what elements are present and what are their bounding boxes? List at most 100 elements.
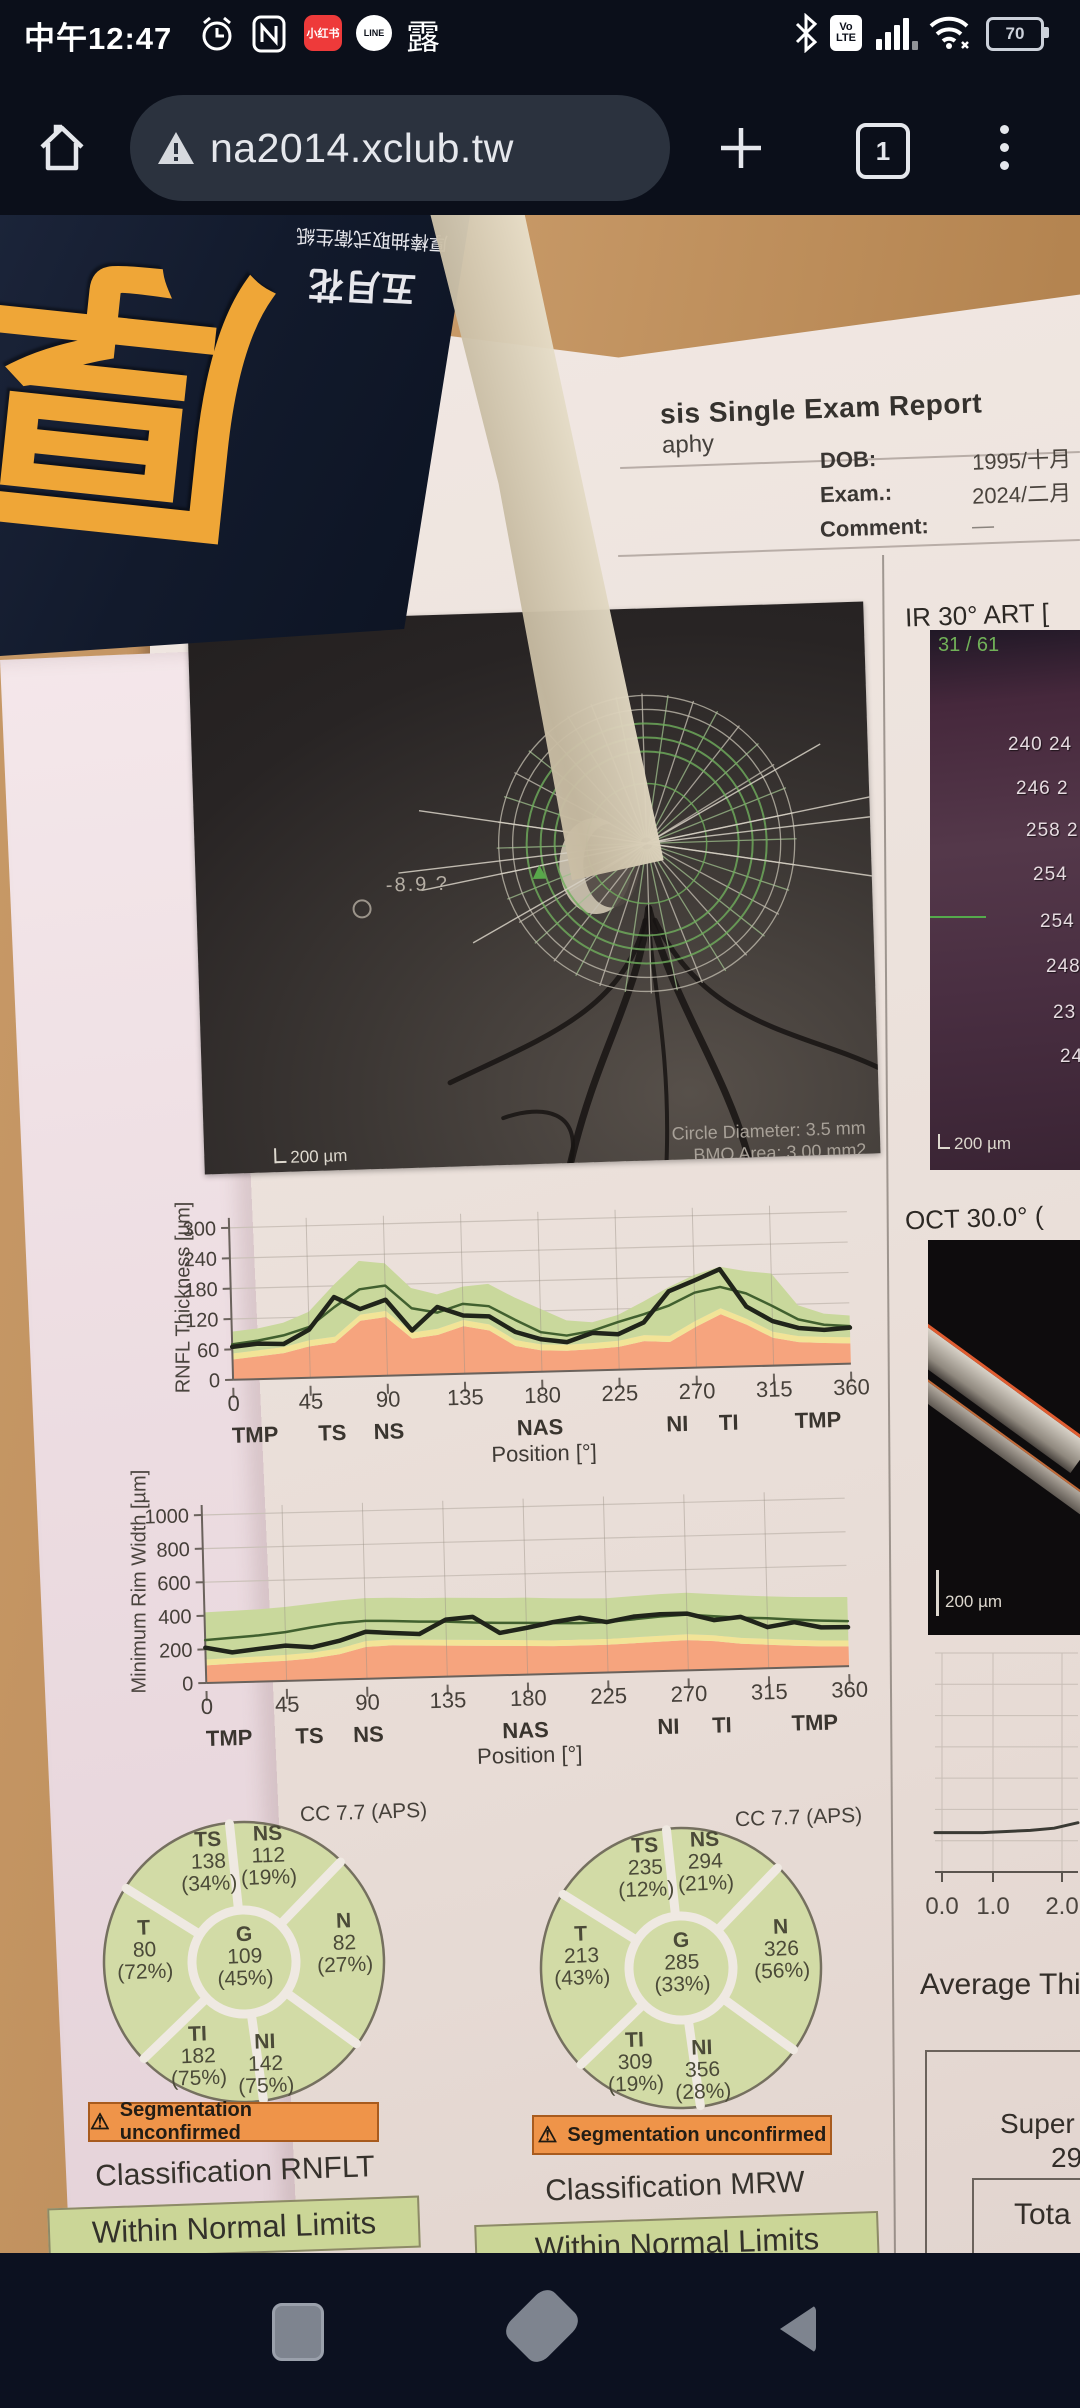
- svg-text:240: 240: [183, 1249, 217, 1272]
- url-bar[interactable]: na2014.xclub.tw: [130, 95, 670, 201]
- svg-text:315: 315: [756, 1376, 793, 1402]
- svg-text:1000: 1000: [144, 1505, 189, 1528]
- table-row-superior-value: 29: [1051, 2142, 1080, 2173]
- svg-text:1.0: 1.0: [976, 1893, 1009, 1920]
- volte-icon: Vo LTE: [830, 15, 862, 51]
- ir-thickness-number: 254: [1040, 911, 1075, 932]
- svg-text:270: 270: [678, 1378, 715, 1404]
- mrw-sector-pie: TS235(12%)NS294(21%)T213(43%)G285(33%)N3…: [539, 1825, 823, 2111]
- pie-sector-t: T80(72%): [117, 1916, 174, 1984]
- svg-text:400: 400: [158, 1606, 192, 1629]
- svg-text:NS: NS: [353, 1721, 384, 1747]
- svg-text:360: 360: [833, 1374, 870, 1400]
- svg-text:0: 0: [209, 1370, 221, 1392]
- svg-text:135: 135: [429, 1687, 466, 1713]
- thickness-table: [925, 2050, 1080, 2253]
- ir-thickness-number: 23: [1053, 1002, 1077, 1023]
- svg-text:326: 326: [763, 1937, 799, 1961]
- average-thickness-trend-chart: 0.0 1.0 2.0: [925, 1652, 1080, 1920]
- clock: 中午12:47: [24, 21, 173, 56]
- ir-panel-title: IR 30° ART [: [904, 597, 1050, 633]
- svg-text:200: 200: [159, 1640, 193, 1663]
- average-thickness-heading: Average Thi: [920, 1968, 1080, 2001]
- ir-fundus-image: 31 / 61 240 24 246 2 258 2 254 254 248 23 24 20…: [930, 630, 1080, 1170]
- package-calligraphy: 厚: [0, 215, 285, 574]
- svg-text:82: 82: [332, 1931, 356, 1955]
- svg-text:TMP: TMP: [791, 1709, 838, 1735]
- svg-text:NAS: NAS: [516, 1414, 563, 1440]
- status-bar: 中午12:47 小红书 LINE 露 Vo LTE 70: [0, 0, 1080, 65]
- svg-text:TI: TI: [188, 2022, 207, 2046]
- tab-counter[interactable]: 1: [856, 123, 910, 179]
- svg-text:120: 120: [185, 1309, 219, 1332]
- svg-text:294: 294: [687, 1849, 723, 1873]
- security-warning-icon: [158, 132, 194, 164]
- svg-text:2.0: 2.0: [1045, 1893, 1078, 1920]
- svg-text:TI: TI: [719, 1410, 739, 1436]
- svg-text:NI: NI: [657, 1714, 680, 1740]
- svg-text:235: 235: [628, 1856, 664, 1880]
- home-icon[interactable]: [36, 123, 88, 173]
- svg-text:225: 225: [590, 1683, 627, 1709]
- line-app-icon: LINE: [356, 15, 392, 51]
- segmentation-warning-left: ⚠ Segmentation unconfirmed: [88, 2099, 379, 2144]
- browser-menu-icon[interactable]: [1000, 125, 1010, 179]
- bluetooth-icon: [795, 13, 818, 53]
- ir-thickness-number: 24: [1060, 1046, 1080, 1067]
- svg-text:TMP: TMP: [206, 1725, 253, 1751]
- svg-text:(72%): (72%): [117, 1959, 174, 1984]
- svg-text:NS: NS: [253, 1822, 283, 1846]
- new-tab-icon[interactable]: [716, 123, 766, 173]
- svg-text:0: 0: [200, 1694, 213, 1719]
- svg-text:285: 285: [664, 1950, 700, 1974]
- svg-text:315: 315: [751, 1679, 788, 1705]
- field-comment-label: Comment:: [819, 513, 930, 542]
- svg-text:800: 800: [156, 1539, 190, 1562]
- svg-text:(19%): (19%): [241, 1865, 298, 1890]
- svg-text:80: 80: [132, 1938, 156, 1962]
- recents-button[interactable]: [272, 2303, 324, 2361]
- svg-text:309: 309: [617, 2050, 653, 2074]
- svg-text:180: 180: [524, 1382, 561, 1408]
- warning-triangle-icon: ⚠: [90, 2109, 110, 2134]
- ir-thickness-number: 258 2: [1026, 820, 1079, 841]
- svg-text:356: 356: [685, 2058, 721, 2082]
- svg-text:(12%): (12%): [618, 1877, 675, 1902]
- svg-text:270: 270: [670, 1681, 707, 1707]
- home-button[interactable]: [500, 2284, 584, 2368]
- svg-text:N: N: [336, 1909, 352, 1933]
- svg-text:225: 225: [601, 1380, 638, 1406]
- oct-panel-title: OCT 30.0° (: [904, 1200, 1044, 1236]
- svg-text:360: 360: [831, 1677, 868, 1703]
- segmentation-warning-right: ⚠ Segmentation unconfirmed: [532, 2115, 832, 2155]
- report-subtitle: aphy: [661, 430, 715, 459]
- field-exam-label: Exam.:: [819, 479, 893, 508]
- svg-text:(19%): (19%): [608, 2072, 665, 2097]
- svg-text:N: N: [773, 1915, 789, 1939]
- svg-text:180: 180: [510, 1685, 547, 1711]
- svg-text:TMP: TMP: [794, 1407, 841, 1433]
- svg-text:(21%): (21%): [678, 1871, 735, 1896]
- ir-thickness-number: 248: [1046, 956, 1080, 977]
- svg-text:Position [°]: Position [°]: [491, 1439, 597, 1467]
- ir-scale-bar: 200 µm: [938, 1134, 1011, 1154]
- package-product-text: 厚棒抽取式衛生紙: [295, 224, 449, 253]
- back-button[interactable]: [780, 2305, 816, 2353]
- signal-icon: [876, 18, 918, 50]
- svg-text:0: 0: [182, 1673, 194, 1695]
- svg-text:182: 182: [180, 2044, 216, 2068]
- android-nav-bar: [0, 2253, 1080, 2408]
- table-row-superior: Super: [1000, 2108, 1075, 2139]
- ir-thickness-number: 254: [1033, 864, 1068, 885]
- svg-text:TI: TI: [625, 2028, 644, 2052]
- package-brand-text: 五月花: [307, 263, 418, 310]
